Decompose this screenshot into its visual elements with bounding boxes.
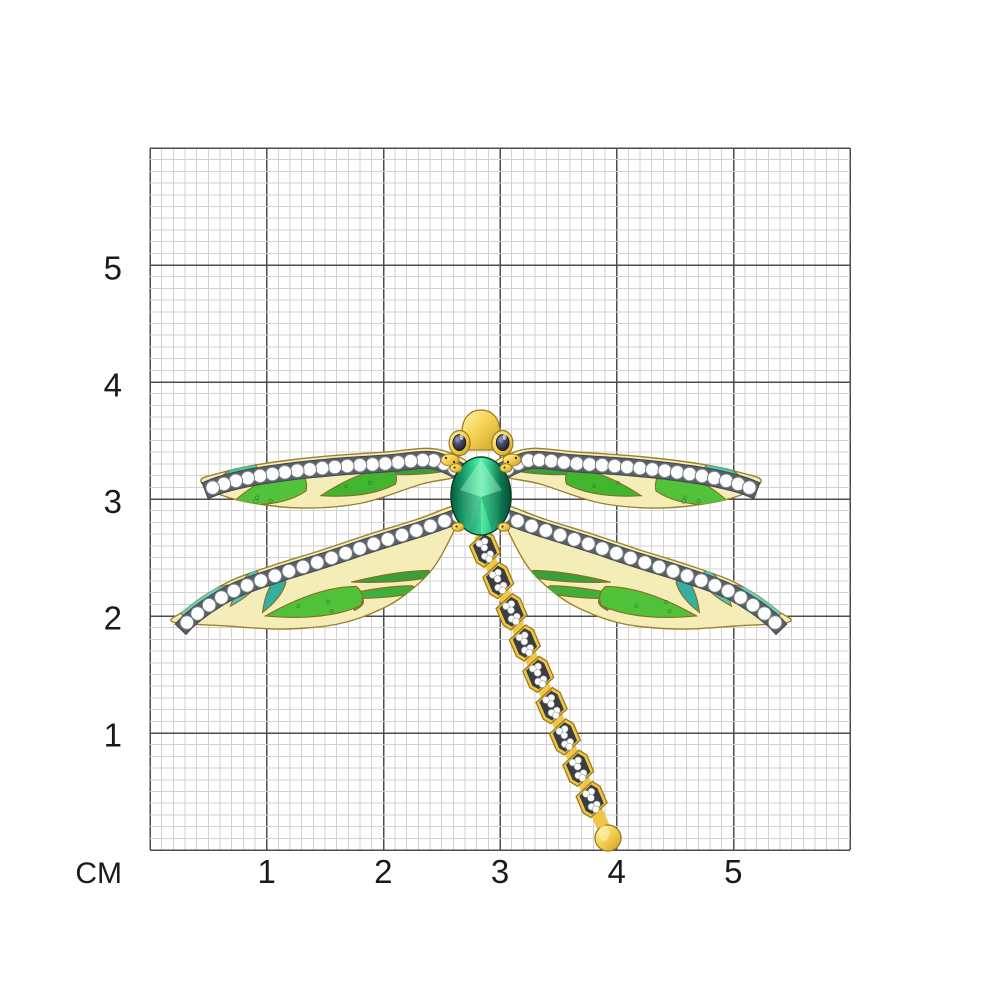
svg-text:CM: CM: [75, 857, 122, 890]
svg-text:5: 5: [104, 250, 122, 287]
svg-text:1: 1: [104, 716, 122, 753]
svg-text:1: 1: [257, 853, 275, 890]
svg-text:2: 2: [104, 600, 122, 637]
svg-text:3: 3: [104, 483, 122, 520]
svg-text:2: 2: [374, 853, 392, 890]
svg-text:5: 5: [724, 853, 742, 890]
svg-text:4: 4: [104, 366, 122, 403]
svg-text:3: 3: [491, 853, 509, 890]
svg-text:4: 4: [607, 853, 625, 890]
